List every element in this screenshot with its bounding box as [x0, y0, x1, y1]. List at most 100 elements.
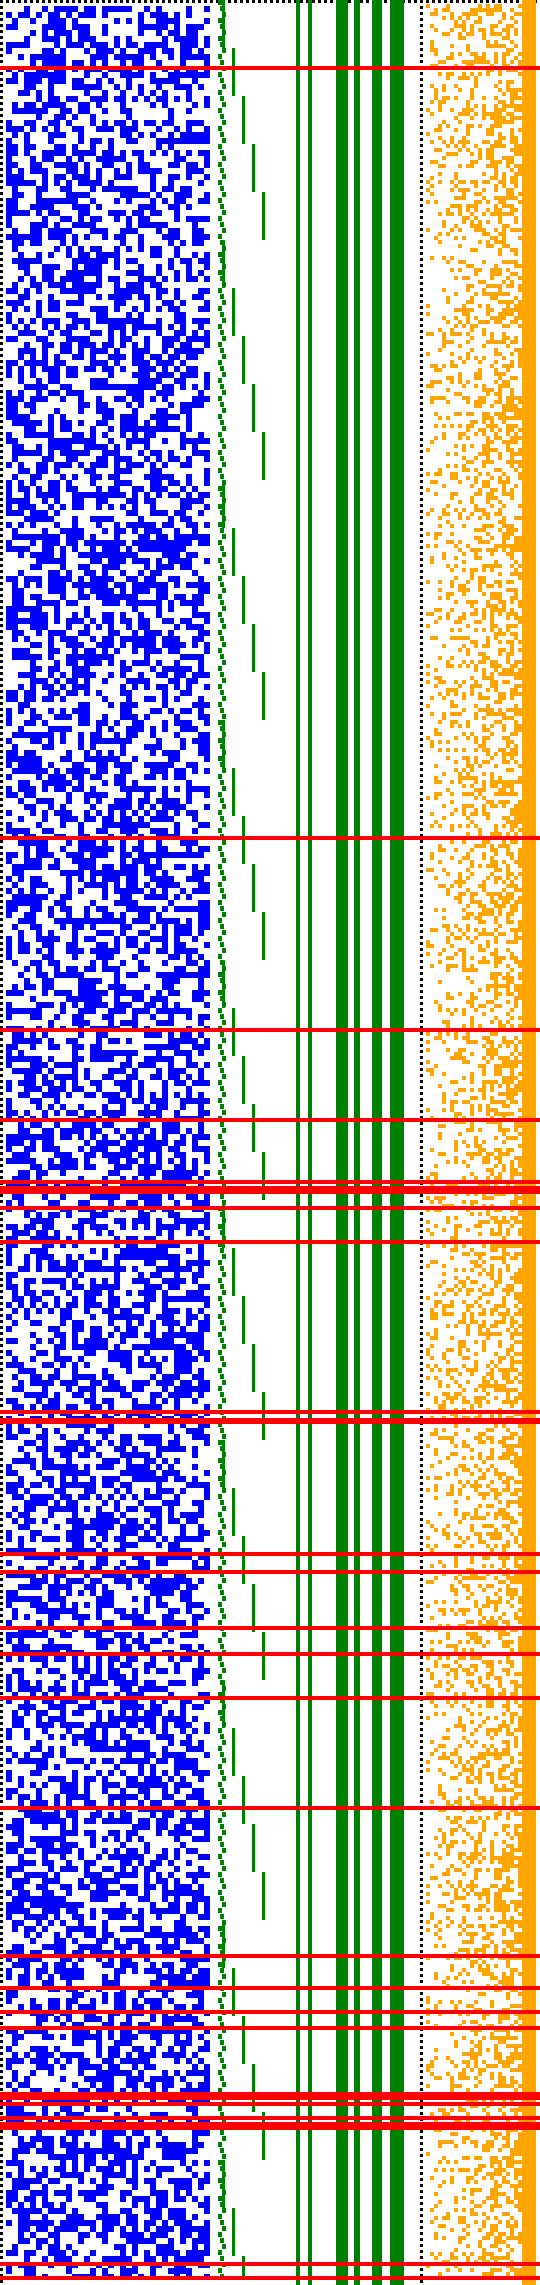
border-dot: [0, 1314, 3, 1317]
blue-bit: [114, 936, 120, 942]
blue-bit: [138, 1122, 144, 1128]
blue-bit: [66, 888, 72, 894]
blue-bit: [24, 264, 30, 270]
blue-bit: [126, 678, 132, 684]
blue-bit: [66, 1404, 72, 1410]
blue-bit: [180, 432, 186, 438]
border-dot: [0, 474, 3, 477]
border-dot: [0, 1434, 3, 1437]
blue-bit: [138, 906, 144, 912]
blue-bit: [156, 630, 162, 636]
blue-bit: [186, 1008, 192, 1014]
blue-bit: [60, 462, 66, 468]
blue-bit: [138, 1404, 144, 1410]
border-dot: [420, 426, 423, 429]
blue-bit: [66, 372, 72, 378]
blue-bit: [156, 414, 162, 420]
blue-bit: [150, 120, 156, 126]
border-dot: [192, 0, 195, 3]
border-dot: [0, 612, 3, 615]
blue-bit: [144, 1344, 150, 1350]
blue-bit: [174, 204, 180, 210]
blue-bit: [54, 1074, 60, 1080]
border-dot: [0, 1764, 3, 1767]
blue-bit: [66, 1260, 72, 1266]
blue-bit: [156, 1050, 162, 1056]
blue-bit: [66, 636, 72, 642]
blue-bit: [60, 1434, 66, 1440]
blue-bit: [12, 1230, 18, 1236]
blue-bit: [108, 354, 114, 360]
blue-bit: [102, 840, 108, 846]
blue-bit: [174, 576, 180, 582]
blue-bit: [36, 1296, 42, 1302]
blue-bit: [90, 618, 96, 624]
blue-bit: [192, 1062, 198, 1068]
border-dot: [0, 270, 3, 273]
blue-bit: [6, 1086, 12, 1092]
blue-bit: [72, 1404, 78, 1410]
blue-bit: [96, 516, 102, 522]
blue-bit: [24, 858, 30, 864]
blue-bit: [126, 1200, 132, 1206]
blue-bit: [108, 324, 114, 330]
blue-bit: [12, 240, 18, 246]
border-dot: [420, 540, 423, 543]
blue-bit: [18, 1152, 24, 1158]
blue-bit: [12, 336, 18, 342]
border-dot: [420, 840, 423, 843]
blue-bit: [204, 1350, 210, 1356]
blue-bit: [84, 1290, 90, 1296]
blue-bit: [90, 864, 96, 870]
blue-bit: [96, 1404, 102, 1410]
blue-bit: [174, 378, 180, 384]
blue-bit: [102, 162, 108, 168]
border-dot: [420, 204, 423, 207]
border-dot: [0, 1266, 3, 1269]
border-dot: [0, 1800, 3, 1803]
blue-bit: [48, 504, 54, 510]
blue-bit: [90, 228, 96, 234]
blue-bit: [204, 150, 210, 156]
blue-bit: [18, 486, 24, 492]
blue-bit: [36, 768, 42, 774]
border-dot: [174, 0, 177, 3]
blue-bit: [12, 1272, 18, 1278]
blue-bit: [114, 1272, 120, 1278]
blue-bit: [72, 870, 78, 876]
blue-bit: [108, 1050, 114, 1056]
blue-bit: [138, 846, 144, 852]
border-dot: [0, 162, 3, 165]
blue-bit: [144, 336, 150, 342]
blue-bit: [120, 810, 126, 816]
blue-bit: [72, 300, 78, 306]
blue-bit: [48, 378, 54, 384]
blue-bit: [24, 1080, 30, 1086]
blue-bit: [204, 1212, 210, 1218]
blue-bit: [186, 552, 192, 558]
blue-bit: [156, 1110, 162, 1116]
blue-bit: [96, 1050, 102, 1056]
blue-bit: [72, 1056, 78, 1062]
blue-bit: [144, 456, 150, 462]
blue-bit: [84, 552, 90, 558]
blue-bit: [144, 1296, 150, 1302]
blue-bit: [156, 612, 162, 618]
blue-bit: [60, 48, 66, 54]
blue-bit: [102, 378, 108, 384]
blue-bit: [168, 1176, 174, 1182]
blue-bit: [168, 978, 174, 984]
blue-bit: [90, 1398, 96, 1404]
blue-bit: [174, 540, 180, 546]
blue-bit: [84, 1260, 90, 1266]
blue-bit: [48, 204, 54, 210]
blue-bit: [138, 1248, 144, 1254]
blue-bit: [174, 936, 180, 942]
blue-bit: [54, 1062, 60, 1068]
blue-bit: [72, 1110, 78, 1116]
blue-bit: [180, 510, 186, 516]
blue-bit: [48, 282, 54, 288]
border-dot: [0, 1896, 3, 1899]
blue-bit: [24, 966, 30, 972]
blue-bit: [192, 1332, 198, 1338]
